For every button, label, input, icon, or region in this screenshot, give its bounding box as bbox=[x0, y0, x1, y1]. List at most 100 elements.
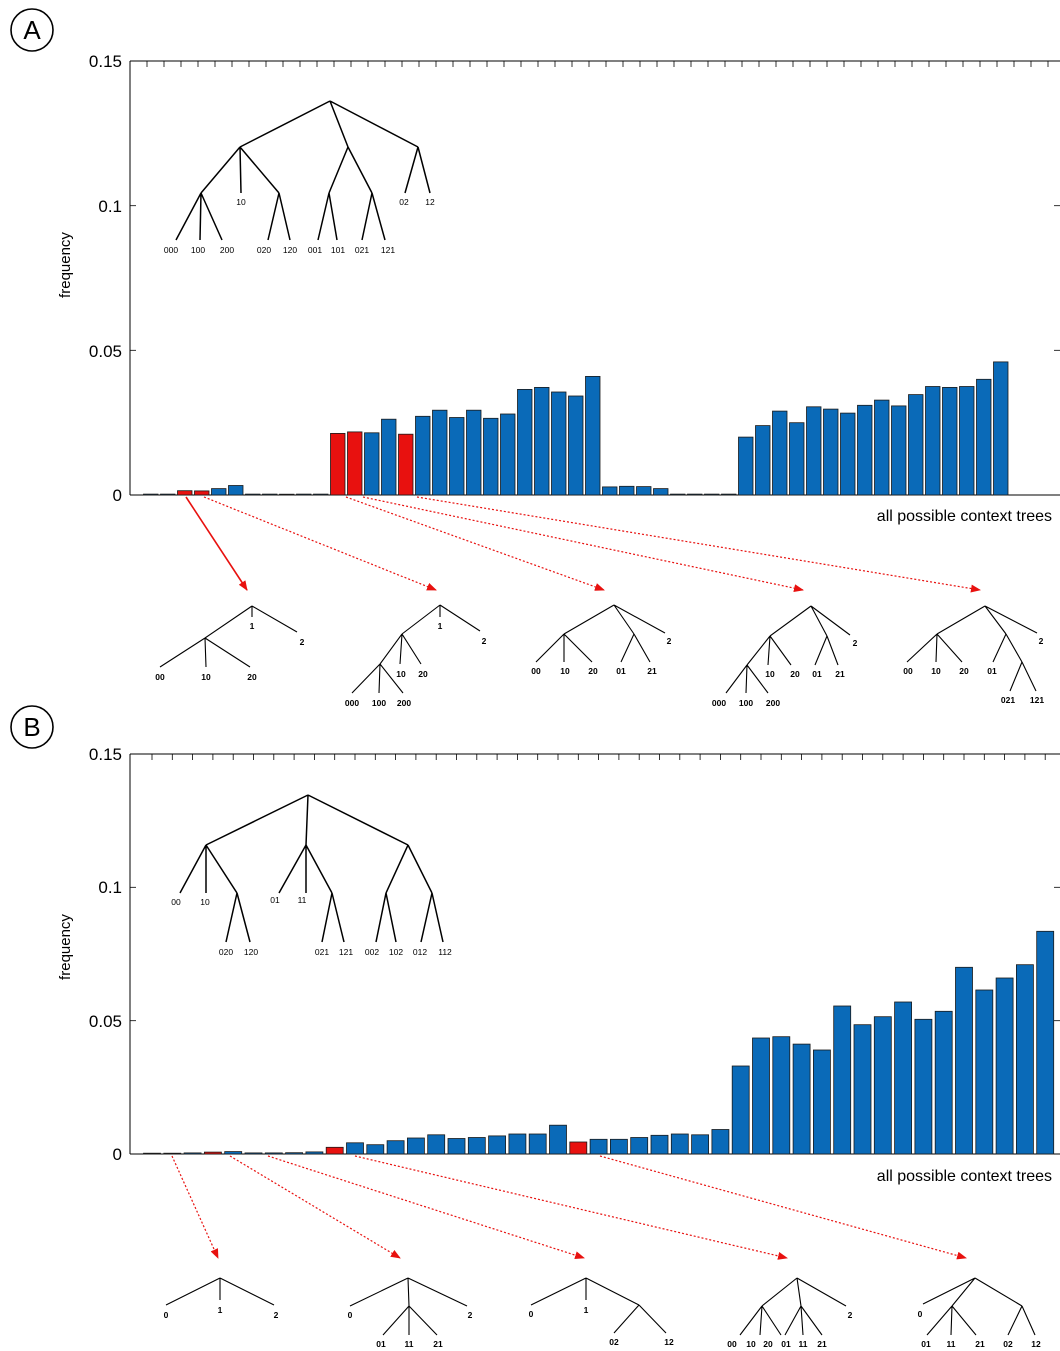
panel-b-inset-leaf-7: 121 bbox=[339, 947, 353, 957]
panel-a-bar-38 bbox=[789, 422, 805, 496]
panel-b-ex0-leaf-2: 2 bbox=[274, 1310, 279, 1320]
panel-a-bar-6 bbox=[245, 493, 261, 496]
panel-a-ylabel: frequency bbox=[57, 232, 74, 298]
panel-a-bar-26 bbox=[585, 375, 601, 496]
panel-b-bar-38 bbox=[914, 1018, 933, 1155]
panel-a-inset-leaf-3: 10 bbox=[236, 197, 246, 207]
panel-a-bar-35 bbox=[738, 436, 754, 496]
panel-b-bar-3 bbox=[203, 1151, 222, 1155]
panel-b-label: B bbox=[23, 712, 40, 742]
panel-a-label: A bbox=[23, 15, 41, 45]
panel-a-bar-41 bbox=[840, 412, 856, 496]
panel-a-bar-13 bbox=[364, 432, 380, 496]
panel-a-ex4-leaf-6: 2 bbox=[1039, 636, 1044, 646]
panel-a-bar-7 bbox=[262, 493, 278, 496]
panel-b-bar-11 bbox=[366, 1144, 385, 1155]
panel-b-bar-42 bbox=[995, 977, 1014, 1155]
panel-b-bar-33 bbox=[813, 1049, 831, 1155]
panel-b-inset-leaf-3: 120 bbox=[244, 947, 258, 957]
panel-b-ytick-1: 0.05 bbox=[89, 1012, 122, 1031]
panel-b-xlabel: all possible context trees bbox=[877, 1168, 1052, 1185]
panel-b-ex2-leaf-0: 0 bbox=[529, 1309, 534, 1319]
panel-b-inset-leaf-2: 020 bbox=[219, 947, 233, 957]
panel-a-bar-3 bbox=[194, 490, 210, 496]
panel-b-example-tree-4: 0 01 11 21 02 12 bbox=[918, 1277, 1041, 1349]
panel-a-bar-21 bbox=[500, 413, 516, 496]
panel-b-ex4-leaf-0: 0 bbox=[918, 1309, 923, 1319]
panel-a-bar-2 bbox=[177, 490, 193, 496]
panel-b-bar-40 bbox=[955, 966, 973, 1155]
panel-a-inset-leaf-6: 001 bbox=[308, 245, 322, 255]
panel-b-arrow-2 bbox=[267, 1155, 585, 1260]
panel-b-bar-32 bbox=[792, 1043, 811, 1155]
panel-a-bar-1 bbox=[160, 493, 176, 496]
panel-b-inset-leaf-10: 012 bbox=[413, 947, 427, 957]
panel-a-bar-49 bbox=[976, 378, 992, 496]
panel-a-bar-8 bbox=[279, 493, 295, 496]
panel-b-bar-21 bbox=[569, 1141, 588, 1155]
panel-a-ex3-leaf-0: 000 bbox=[712, 698, 726, 708]
panel-b-bar-9 bbox=[325, 1146, 344, 1155]
panel-b-example-tree-2: 0 1 02 12 bbox=[529, 1277, 674, 1347]
panel-a-ex3-leaf-1: 100 bbox=[739, 698, 753, 708]
panel-a-ex1-leaf-6: 2 bbox=[482, 636, 487, 646]
panel-a-ex2-leaf-1: 10 bbox=[560, 666, 570, 676]
panel-b-ex3-leaf-6: 2 bbox=[848, 1310, 853, 1320]
panel-b-ex1-leaf-1: 01 bbox=[376, 1339, 386, 1349]
panel-a-ex0-leaf-3: 1 bbox=[250, 621, 255, 631]
panel-a-example-tree-2: 00 10 20 01 21 2 bbox=[531, 604, 672, 676]
panel-a-ex1-leaf-5: 1 bbox=[438, 621, 443, 631]
panel-b-ex3-leaf-1: 10 bbox=[746, 1339, 756, 1349]
panel-a-inset-leaf-2: 200 bbox=[220, 245, 234, 255]
panel-b-bar-2 bbox=[183, 1152, 202, 1155]
panel-b-inset-leaf-9: 102 bbox=[389, 947, 403, 957]
panel-a-inset-leaf-7: 101 bbox=[331, 245, 345, 255]
panel-b-bar-5 bbox=[244, 1152, 263, 1155]
panel-b-inset-leaf-1: 10 bbox=[200, 897, 210, 907]
panel-a-arrow-1 bbox=[203, 496, 437, 591]
panel-a-inset-leaf-9: 121 bbox=[381, 245, 395, 255]
panel-a-ticks bbox=[130, 60, 1060, 496]
panel-b-inset-leaf-0: 00 bbox=[171, 897, 181, 907]
panel-a-ex3-leaf-4: 20 bbox=[790, 669, 800, 679]
panel-b-bar-1 bbox=[163, 1152, 182, 1155]
panel-b-ex1-leaf-3: 21 bbox=[433, 1339, 443, 1349]
panel-b-bar-35 bbox=[853, 1024, 872, 1155]
panel-a-example-tree-4: 00 10 20 01 021 121 2 bbox=[903, 605, 1044, 705]
panel-b-bar-30 bbox=[752, 1037, 770, 1155]
panel-b-bar-0 bbox=[143, 1152, 161, 1155]
panel-a-bar-10 bbox=[313, 493, 329, 496]
panel-b-inset-tree: 00 10 020 120 01 11 021 121 002 102 012 … bbox=[171, 794, 452, 957]
panel-a-ex2-leaf-4: 21 bbox=[647, 666, 657, 676]
panel-b-bar-27 bbox=[691, 1134, 709, 1155]
panel-a-bar-31 bbox=[670, 493, 686, 496]
panel-b-bar-25 bbox=[650, 1134, 669, 1155]
panel-a-bar-11 bbox=[330, 432, 346, 496]
panel-a-bar-45 bbox=[908, 394, 924, 496]
panel-b-arrows bbox=[171, 1155, 967, 1260]
panel-a-bar-4 bbox=[211, 488, 227, 496]
panel-a-bars bbox=[143, 361, 1009, 496]
panel-a-bar-25 bbox=[568, 395, 584, 496]
panel-a-ex1-leaf-2: 200 bbox=[397, 698, 411, 708]
panel-a-bar-0 bbox=[143, 493, 159, 496]
panel-a-ex4-leaf-3: 01 bbox=[987, 666, 997, 676]
panel-b-ex4-leaf-5: 12 bbox=[1031, 1339, 1041, 1349]
panel-b-bar-34 bbox=[833, 1005, 852, 1155]
panel-a-ex2-leaf-2: 20 bbox=[588, 666, 598, 676]
panel-a-bar-16 bbox=[415, 415, 431, 496]
panel-b-arrow-3 bbox=[354, 1155, 788, 1260]
panel-a-bar-24 bbox=[551, 391, 567, 496]
panel-a-bar-19 bbox=[466, 409, 482, 496]
panel-b-bar-18 bbox=[508, 1133, 527, 1155]
panel-b-bar-31 bbox=[772, 1036, 791, 1155]
panel-a-bar-50 bbox=[993, 361, 1009, 496]
panel-a-bar-40 bbox=[823, 408, 839, 496]
panel-b-bar-10 bbox=[346, 1142, 364, 1155]
panel-a-inset-leaf-10: 02 bbox=[399, 197, 409, 207]
panel-b-inset-leaf-5: 11 bbox=[298, 895, 307, 905]
panel-a-ex3-leaf-3: 10 bbox=[765, 669, 775, 679]
panel-a-bar-42 bbox=[857, 404, 873, 496]
panel-a-ex2-leaf-0: 00 bbox=[531, 666, 541, 676]
